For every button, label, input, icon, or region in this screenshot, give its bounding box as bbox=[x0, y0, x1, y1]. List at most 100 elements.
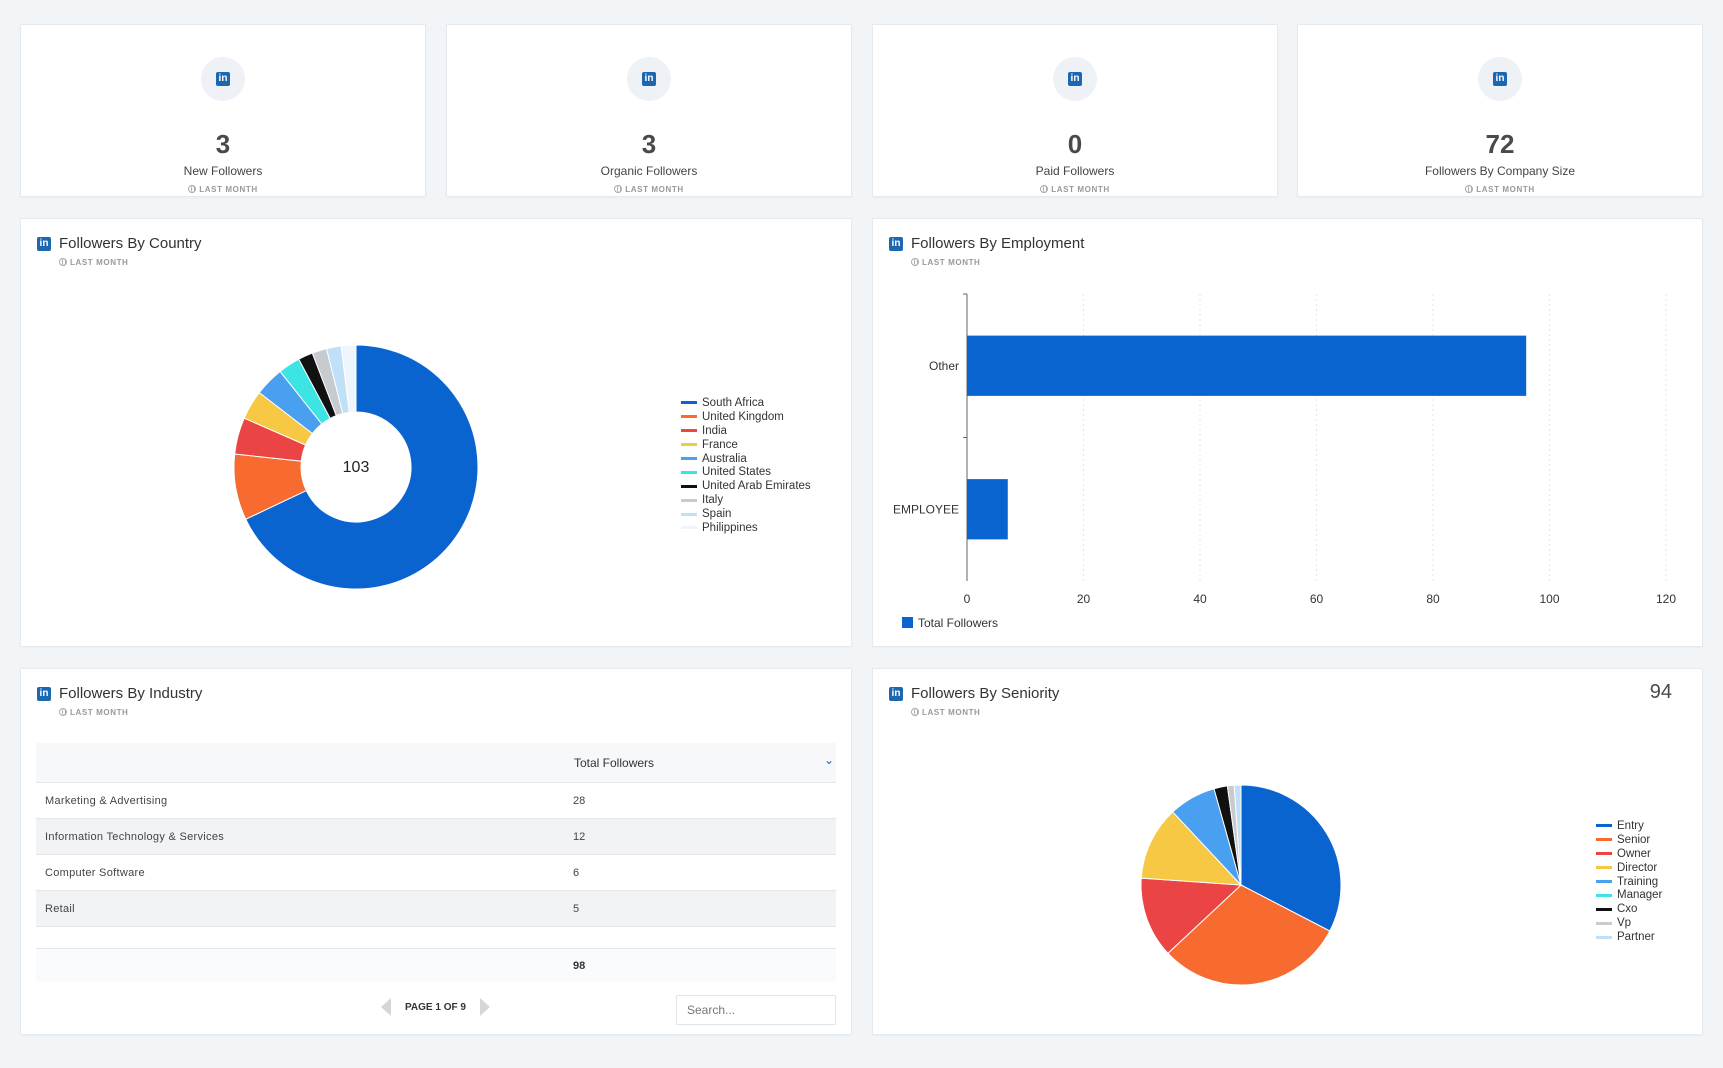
legend-label: Entry bbox=[1617, 819, 1644, 832]
panel-header: in Followers By Employment LAST MONTH bbox=[889, 235, 1084, 267]
seniority-slice-entry[interactable] bbox=[1240, 784, 1342, 932]
legend-label: Spain bbox=[702, 508, 732, 521]
kpi-value: 3 bbox=[215, 129, 231, 159]
legend-label: Italy bbox=[702, 494, 724, 507]
legend-item[interactable]: Training bbox=[1596, 875, 1662, 889]
legend-item[interactable]: Director bbox=[1596, 861, 1662, 875]
legend-swatch bbox=[1596, 935, 1612, 939]
next-page-arrow-icon[interactable] bbox=[479, 998, 490, 1016]
bar-employee[interactable] bbox=[967, 479, 1008, 540]
kpi-icon-circle: in bbox=[1478, 57, 1522, 101]
linkedin-icon: in bbox=[37, 236, 51, 251]
linkedin-icon: in bbox=[889, 236, 903, 251]
sort-chevron-down-icon[interactable]: ⌄ bbox=[823, 753, 834, 767]
panel-period: LAST MONTH bbox=[59, 708, 202, 717]
legend-swatch bbox=[1596, 852, 1612, 856]
industry-value: 6 bbox=[573, 867, 580, 879]
seniority-slice-senior[interactable] bbox=[1167, 884, 1331, 986]
legend-item[interactable]: Owner bbox=[1596, 847, 1662, 861]
x-tick-label: 60 bbox=[1310, 592, 1324, 606]
legend-item[interactable]: United States bbox=[681, 465, 811, 479]
linkedin-icon: in bbox=[1068, 72, 1082, 86]
x-tick-label: 100 bbox=[1539, 592, 1559, 606]
seniority-slice-owner[interactable] bbox=[1140, 877, 1243, 954]
industry-name: Information Technology & Services bbox=[45, 831, 225, 843]
legend-label: Owner bbox=[1617, 847, 1651, 860]
legend-item[interactable]: Philippines bbox=[681, 521, 811, 535]
industry-value: 12 bbox=[573, 831, 586, 843]
kpi-period: LAST MONTH bbox=[1298, 185, 1702, 194]
kpi-value: 72 bbox=[1485, 129, 1515, 159]
globe-icon bbox=[59, 258, 67, 266]
legend-item[interactable]: Manager bbox=[1596, 888, 1662, 902]
country-slice-philippines[interactable] bbox=[340, 344, 357, 413]
bar-other[interactable] bbox=[967, 335, 1527, 396]
legend-item[interactable]: Italy bbox=[681, 493, 811, 507]
legend-label[interactable]: Total Followers bbox=[918, 616, 998, 630]
globe-icon bbox=[1040, 185, 1049, 193]
country-slice-south-africa[interactable] bbox=[245, 344, 479, 590]
column-header-total-followers[interactable]: Total Followers bbox=[574, 756, 655, 770]
globe-icon bbox=[614, 185, 623, 193]
legend-label: Philippines bbox=[702, 521, 758, 534]
kpi-card-new-followers: in 3 New Followers LAST MONTH bbox=[20, 24, 426, 197]
legend-swatch bbox=[1596, 824, 1612, 828]
table-row: Computer Software 6 bbox=[36, 855, 836, 891]
legend-swatch bbox=[1596, 907, 1612, 911]
legend-swatch bbox=[681, 498, 697, 502]
linkedin-icon: in bbox=[37, 686, 51, 701]
country-donut-chart: 103 bbox=[233, 344, 479, 590]
legend-item[interactable]: Spain bbox=[681, 507, 811, 521]
panel-header: in Followers By Country LAST MONTH bbox=[37, 235, 202, 267]
legend-item[interactable]: Vp bbox=[1596, 916, 1662, 930]
kpi-icon-circle: in bbox=[201, 57, 245, 101]
seniority-total: 94 bbox=[1649, 681, 1672, 703]
y-category-label: EMPLOYEE bbox=[893, 502, 959, 516]
kpi-value: 0 bbox=[1067, 129, 1083, 159]
globe-icon bbox=[911, 708, 919, 716]
kpi-period: LAST MONTH bbox=[873, 185, 1277, 194]
table-header[interactable]: Total Followers ⌄ bbox=[36, 743, 836, 783]
industry-panel: in Followers By Industry LAST MONTH Tota… bbox=[20, 668, 852, 1035]
legend-label: France bbox=[702, 438, 738, 451]
legend-item[interactable]: South Africa bbox=[681, 396, 811, 410]
kpi-card-paid-followers: in 0 Paid Followers LAST MONTH bbox=[872, 24, 1278, 197]
panel-title: Followers By Employment bbox=[911, 235, 1085, 252]
legend-item[interactable]: United Kingdom bbox=[681, 410, 811, 424]
pagination: PAGE 1 OF 9 bbox=[381, 998, 490, 1016]
table-row: Information Technology & Services 12 bbox=[36, 819, 836, 855]
legend-swatch bbox=[681, 401, 697, 405]
legend-item[interactable]: United Arab Emirates bbox=[681, 479, 811, 493]
panel-title: Followers By Industry bbox=[59, 685, 203, 702]
x-tick-label: 0 bbox=[964, 592, 971, 606]
legend-item[interactable]: Partner bbox=[1596, 930, 1662, 944]
globe-icon bbox=[1465, 185, 1474, 193]
kpi-card-company-size: in 72 Followers By Company Size LAST MON… bbox=[1297, 24, 1703, 197]
legend-swatch bbox=[681, 429, 697, 433]
panel-period: LAST MONTH bbox=[911, 708, 1059, 717]
seniority-slice-director[interactable] bbox=[1140, 811, 1243, 886]
legend-swatch bbox=[681, 415, 697, 419]
kpi-label: Organic Followers bbox=[600, 164, 698, 178]
legend-label: Australia bbox=[702, 452, 747, 465]
donut-slices bbox=[233, 344, 479, 590]
legend-swatch bbox=[1596, 893, 1612, 897]
seniority-slice-partner[interactable] bbox=[1233, 784, 1242, 886]
search-input[interactable] bbox=[676, 995, 836, 1025]
legend-item[interactable]: India bbox=[681, 424, 811, 438]
donut-center-label: 103 bbox=[343, 459, 370, 476]
legend-label: India bbox=[702, 424, 727, 437]
prev-page-arrow-icon[interactable] bbox=[381, 998, 391, 1016]
legend-item[interactable]: Cxo bbox=[1596, 902, 1662, 916]
legend-swatch bbox=[1596, 921, 1612, 925]
legend-item[interactable]: France bbox=[681, 438, 811, 452]
legend-item[interactable]: Entry bbox=[1596, 819, 1662, 833]
employment-panel: in Followers By Employment LAST MONTH 0 2… bbox=[872, 218, 1703, 647]
x-tick-label: 20 bbox=[1077, 592, 1091, 606]
country-panel: in Followers By Country LAST MONTH 103 S… bbox=[20, 218, 852, 647]
industry-name: Marketing & Advertising bbox=[45, 795, 168, 807]
legend-swatch bbox=[1596, 880, 1612, 883]
legend-item[interactable]: Senior bbox=[1596, 833, 1662, 847]
kpi-value: 3 bbox=[641, 129, 657, 159]
legend-item[interactable]: Australia bbox=[681, 452, 811, 466]
